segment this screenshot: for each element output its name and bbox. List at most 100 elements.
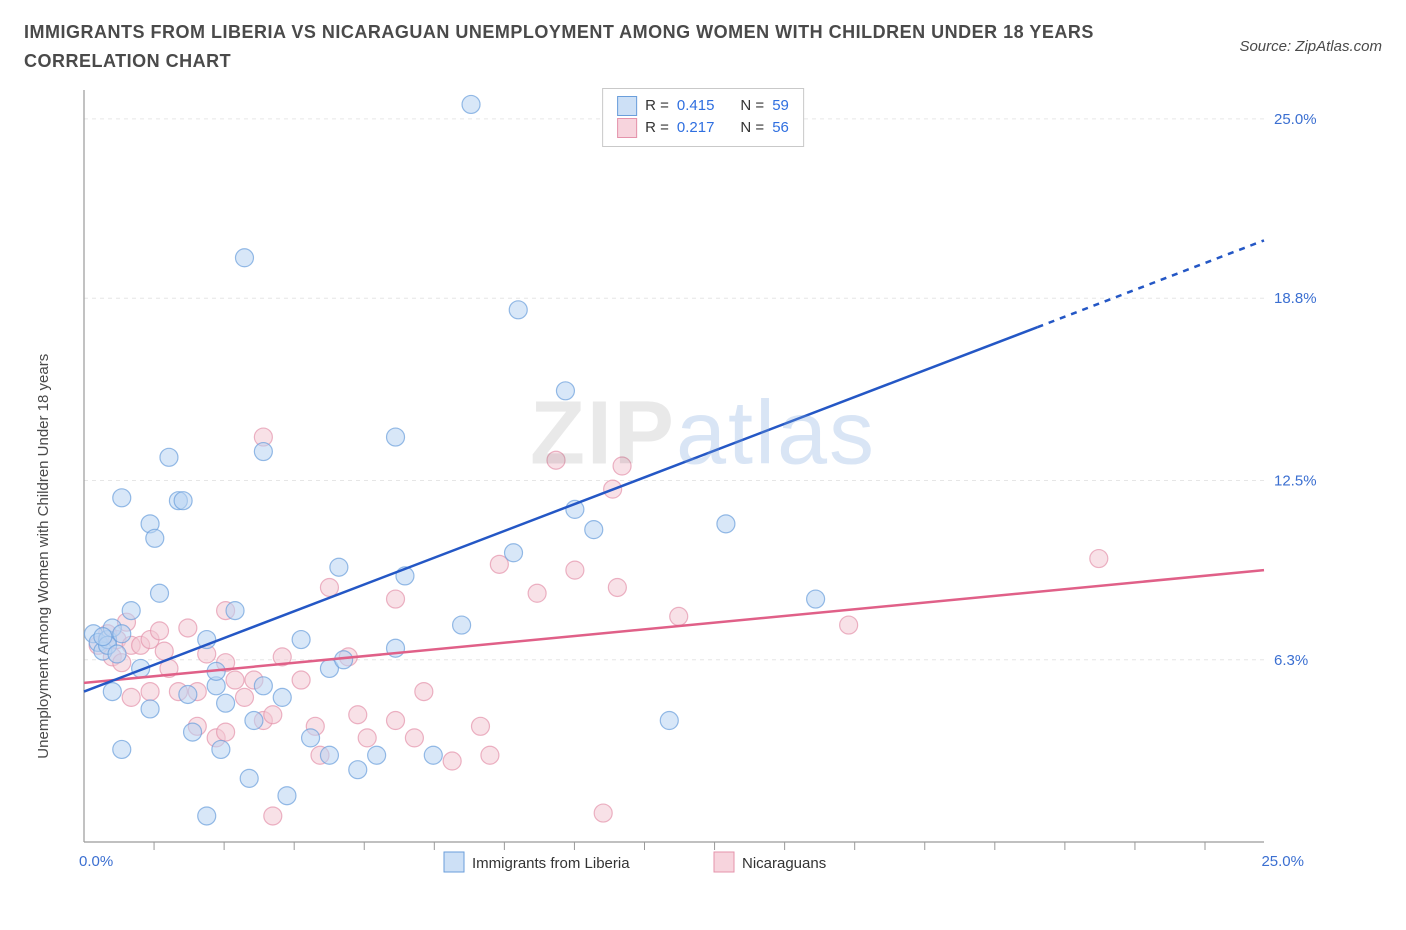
data-point	[160, 448, 178, 466]
r-label: R =	[645, 117, 669, 140]
data-point	[198, 807, 216, 825]
legend-row-series-a: R = 0.415 N = 59	[617, 95, 789, 118]
data-point	[226, 601, 244, 619]
data-point	[670, 607, 688, 625]
data-point	[387, 428, 405, 446]
data-point	[387, 711, 405, 729]
data-point	[264, 705, 282, 723]
data-point	[292, 630, 310, 648]
data-point	[505, 543, 523, 561]
chart-title: IMMIGRANTS FROM LIBERIA VS NICARAGUAN UN…	[24, 18, 1124, 76]
data-point	[415, 682, 433, 700]
n-label: N =	[740, 117, 764, 140]
data-point	[566, 561, 584, 579]
data-point	[358, 728, 376, 746]
data-point	[840, 616, 858, 634]
r-label: R =	[645, 95, 669, 118]
data-point	[254, 442, 272, 460]
data-point	[217, 723, 235, 741]
data-point	[226, 671, 244, 689]
data-point	[141, 682, 159, 700]
legend-row-series-b: R = 0.217 N = 56	[617, 117, 789, 140]
data-point	[320, 746, 338, 764]
legend-swatch-b	[714, 852, 734, 872]
y-axis-title: Unemployment Among Women with Children U…	[35, 353, 52, 758]
data-point	[240, 769, 258, 787]
data-point	[547, 451, 565, 469]
data-point	[151, 584, 169, 602]
data-point	[103, 682, 121, 700]
data-point	[594, 804, 612, 822]
trend-line-a-dash	[1037, 240, 1264, 327]
data-point	[141, 700, 159, 718]
data-point	[184, 723, 202, 741]
data-point	[330, 558, 348, 576]
data-point	[122, 688, 140, 706]
data-point	[509, 300, 527, 318]
data-point	[302, 728, 320, 746]
scatter-chart: 6.3% 12.5% 18.8% 25.0% 0.0% 25.0% Unemployment…	[24, 82, 1334, 882]
y-tick-label: 18.8%	[1274, 290, 1317, 307]
n-value: 59	[772, 95, 789, 118]
data-point	[462, 95, 480, 113]
data-point	[94, 627, 112, 645]
legend-label-b: Nicaraguans	[742, 855, 826, 872]
data-point	[113, 740, 131, 758]
x-max-label: 25.0%	[1261, 853, 1304, 870]
data-point	[368, 746, 386, 764]
data-point	[292, 671, 310, 689]
data-point	[278, 786, 296, 804]
data-point	[108, 645, 126, 663]
y-tick-label: 12.5%	[1274, 472, 1317, 489]
data-point	[453, 616, 471, 634]
data-point	[235, 248, 253, 266]
data-point	[179, 619, 197, 637]
n-value: 56	[772, 117, 789, 140]
legend-swatch-a	[617, 96, 637, 116]
correlation-legend: R = 0.415 N = 59 R = 0.217 N = 56	[602, 88, 804, 147]
data-point	[122, 601, 140, 619]
data-point	[613, 457, 631, 475]
data-point	[471, 717, 489, 735]
chart-area: R = 0.415 N = 59 R = 0.217 N = 56 ZIPatl…	[24, 82, 1382, 882]
data-point	[254, 676, 272, 694]
source-credit: Source: ZipAtlas.com	[1239, 38, 1382, 55]
data-point	[245, 711, 263, 729]
data-point	[1090, 549, 1108, 567]
legend-bottom: Immigrants from Liberia Nicaraguans	[444, 852, 826, 872]
y-tick-label: 25.0%	[1274, 111, 1317, 128]
data-point	[273, 688, 291, 706]
data-point	[556, 381, 574, 399]
n-label: N =	[740, 95, 764, 118]
data-point	[387, 590, 405, 608]
data-point	[179, 685, 197, 703]
data-point	[174, 491, 192, 509]
data-point	[443, 752, 461, 770]
data-point	[217, 694, 235, 712]
data-point	[113, 624, 131, 642]
data-point	[151, 621, 169, 639]
legend-label-a: Immigrants from Liberia	[472, 855, 630, 872]
data-point	[349, 705, 367, 723]
data-point	[212, 740, 230, 758]
data-point	[424, 746, 442, 764]
data-point	[528, 584, 546, 602]
data-point	[481, 746, 499, 764]
data-point	[660, 711, 678, 729]
x-min-label: 0.0%	[79, 853, 113, 870]
data-point	[235, 688, 253, 706]
data-point	[585, 520, 603, 538]
data-point	[320, 578, 338, 596]
legend-swatch-b	[617, 118, 637, 138]
data-point	[807, 590, 825, 608]
data-point	[717, 514, 735, 532]
data-point	[264, 807, 282, 825]
data-point	[405, 728, 423, 746]
r-value: 0.415	[677, 95, 715, 118]
trend-line-b	[84, 570, 1264, 683]
legend-swatch-a	[444, 852, 464, 872]
data-point	[146, 529, 164, 547]
data-point	[608, 578, 626, 596]
y-tick-label: 6.3%	[1274, 651, 1308, 668]
data-point	[349, 760, 367, 778]
